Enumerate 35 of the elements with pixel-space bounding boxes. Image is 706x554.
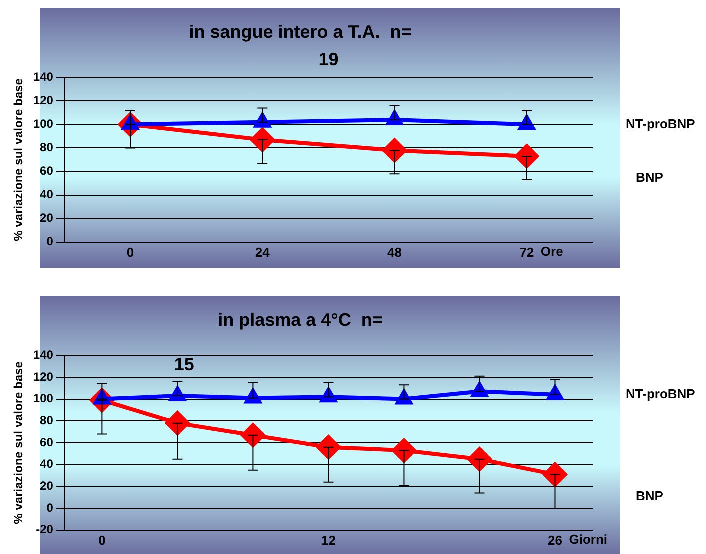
- text: BNP: [636, 488, 664, 504]
- y-axis-title: % variazione sul valore base: [12, 78, 26, 242]
- x-tick-label: 0: [98, 532, 106, 548]
- annotation: 15: [174, 354, 194, 374]
- x-tick-label: 26: [548, 532, 562, 548]
- text: NT-proBNP: [626, 386, 696, 402]
- y-tick-label: 20: [40, 211, 54, 226]
- y-tick-label: 100: [33, 392, 54, 406]
- x-tick-label: 24: [255, 244, 271, 260]
- x-tick-label: 48: [388, 244, 402, 260]
- x-axis-title: Giorni: [569, 532, 608, 547]
- y-tick-label: 100: [33, 117, 54, 131]
- y-tick-label: 20: [40, 479, 54, 494]
- y-axis-title: % variazione sul valore base: [12, 361, 26, 524]
- y-tick-label: 140: [33, 348, 54, 362]
- text: BNP: [636, 170, 664, 186]
- y-tick-label: 40: [40, 457, 54, 472]
- y-tick-label: 140: [33, 70, 54, 84]
- x-tick-label: 72: [520, 244, 534, 260]
- x-tick-label: 12: [321, 532, 336, 548]
- y-tick-label: 40: [40, 188, 54, 202]
- y-tick-label: 80: [40, 140, 54, 155]
- y-tick-label: 120: [33, 93, 54, 108]
- x-axis-title: Ore: [540, 244, 564, 259]
- y-tick-label: 60: [40, 435, 54, 450]
- chart-title: in sangue intero a T.A. n=: [189, 22, 412, 42]
- text: 19: [318, 50, 339, 70]
- y-tick-label: 60: [40, 164, 54, 178]
- text: NT-proBNP: [626, 116, 696, 132]
- y-tick-label: 0: [46, 234, 54, 249]
- y-tick-label: 120: [33, 370, 54, 384]
- x-tick-label: 0: [126, 244, 134, 260]
- y-tick-label: 0: [46, 500, 54, 515]
- y-tick-label: 80: [40, 413, 54, 428]
- chart-title: in plasma a 4°C n=: [218, 310, 383, 330]
